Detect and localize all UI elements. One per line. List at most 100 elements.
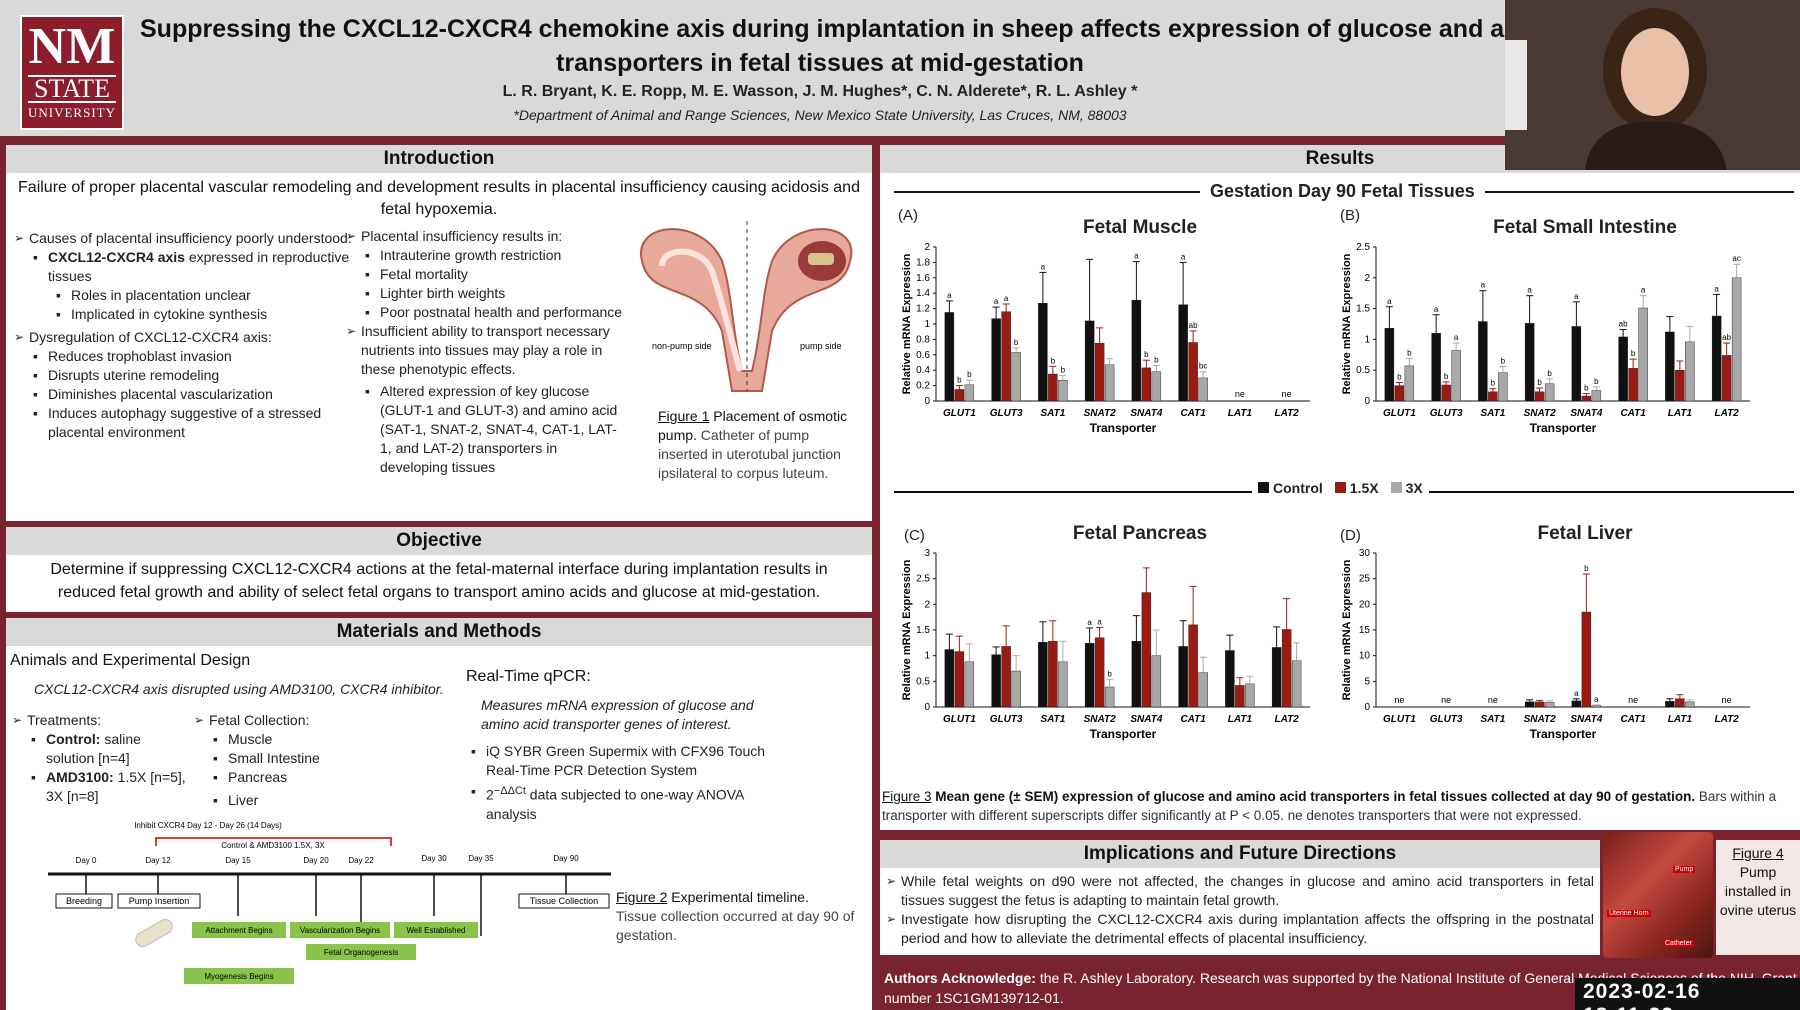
- bar-15x: [1281, 629, 1292, 708]
- category-label: SNAT4: [1130, 714, 1162, 725]
- control-bold: Control:: [46, 731, 101, 747]
- y-tick-label: 1.2: [916, 304, 930, 315]
- results-panel: Results Gestation Day 90 Fetal Tissues (…: [880, 145, 1800, 830]
- x-axis-label: Transporter: [1530, 421, 1597, 435]
- bar-3x: [1685, 701, 1695, 708]
- significance-label: ab: [1619, 320, 1628, 329]
- legend-3x: 3X: [1390, 480, 1423, 496]
- amd-rest: 1.5X [n=5], 3X [n=8]: [46, 769, 186, 804]
- collection-item: Pancreas: [213, 768, 354, 787]
- timeline-days: Day 0 Day 12 Day 15 Day 20 Day 22 Day 30…: [76, 854, 580, 865]
- bar-3x: [1291, 660, 1302, 708]
- significance-label: a: [1387, 297, 1392, 306]
- bar-3x: [1104, 364, 1115, 402]
- logo-nm: NM: [28, 18, 116, 75]
- y-tick-label: 0.4: [916, 365, 930, 376]
- y-tick-label: 0: [1364, 396, 1370, 407]
- control-rest: saline solution [n=4]: [46, 731, 141, 766]
- category-label: SNAT2: [1084, 408, 1116, 419]
- chart-title-liver: Fetal Liver: [1537, 523, 1633, 544]
- figure-4-caption: Figure 4 Pump installed in ovine uterus: [1716, 840, 1800, 955]
- uterus-illustration: non-pump side pump side: [640, 221, 853, 392]
- bar-control: [1178, 304, 1188, 402]
- y-tick-label: 1.5: [1356, 304, 1370, 315]
- animals-heading: Animals and Experimental Design: [10, 652, 251, 669]
- collection-item: Small Intestine: [213, 749, 354, 768]
- category-label: CAT1: [1180, 714, 1206, 725]
- objective-heading: Objective: [6, 527, 872, 555]
- bar-15x: [1141, 592, 1152, 708]
- panel-c-label: (C): [904, 527, 925, 544]
- bar-3x: [1404, 365, 1415, 402]
- bar-3x: [1198, 377, 1208, 402]
- significance-label: b: [1537, 378, 1542, 387]
- causes-bold: CXCL12-CXCR4 axis: [48, 249, 185, 265]
- significance-label: b: [1491, 379, 1496, 388]
- y-tick-label: 0: [1364, 702, 1370, 713]
- bar-15x: [1094, 637, 1105, 708]
- implications-list: While fetal weights on d90 were not affe…: [880, 868, 1600, 952]
- bar-15x: [1581, 395, 1592, 402]
- category-label: LAT2: [1274, 408, 1299, 419]
- bar-control: [1571, 326, 1582, 402]
- y-tick-label: 2: [924, 242, 930, 253]
- dysreg-heading: Dysregulation of CXCL12-CXCR4 axis:: [29, 329, 272, 345]
- significance-label: a: [1527, 286, 1532, 295]
- qpcr-item-2: data subjected to one-way ANOVA analysis: [486, 786, 744, 822]
- causes-heading: Causes of placental insufficiency poorly…: [29, 230, 352, 246]
- day-label: Day 12: [145, 856, 171, 865]
- methods-panel: Materials and Methods Animals and Experi…: [6, 618, 872, 1010]
- bar-3x: [1104, 686, 1115, 708]
- figure-3-text: Bars within a transporter with different…: [882, 789, 1777, 823]
- insufficient-text: Insufficient ability to transport necess…: [361, 323, 610, 377]
- bar-control: [991, 318, 1001, 402]
- significance-label: b: [1501, 357, 1506, 366]
- bar-15x: [1534, 391, 1545, 402]
- attachment-label: Attachment Begins: [205, 926, 272, 935]
- chart-title-muscle: Fetal Muscle: [1082, 217, 1198, 238]
- bar-3x: [1245, 683, 1255, 708]
- category-label: GLUT3: [990, 408, 1023, 419]
- dysreg-item: Reduces trophoblast invasion: [33, 347, 354, 366]
- osmotic-pump: [808, 253, 834, 265]
- bar-15x: [1048, 373, 1058, 402]
- title-line-1: Suppressing the CXCL12-CXCR4 chemokine a…: [140, 15, 1527, 43]
- category-label: SNAT4: [1570, 408, 1602, 419]
- y-tick-label: 15: [1359, 625, 1371, 636]
- poster-title: Suppressing the CXCL12-CXCR4 chemokine a…: [140, 12, 1527, 80]
- nonpump-label: non-pump side: [652, 341, 712, 351]
- treatments: Treatments: Control: saline solution [n=…: [12, 711, 187, 806]
- significance-label: b: [1051, 356, 1056, 365]
- introduction-heading: Introduction: [6, 145, 872, 173]
- significance-label: ab: [1189, 321, 1198, 330]
- collection-item: Liver: [213, 791, 354, 810]
- bar-3x: [1198, 672, 1208, 708]
- dysreg-item: Diminishes placental vascularization: [33, 385, 354, 404]
- bar-3x: [1544, 383, 1555, 402]
- significance-label: a: [1181, 252, 1186, 261]
- chart-title-pancreas: Fetal Pancreas: [1072, 523, 1208, 544]
- bar-3x: [1011, 670, 1021, 708]
- bar-15x: [1094, 343, 1105, 402]
- significance-label: a: [1481, 281, 1486, 290]
- bar-15x: [954, 389, 965, 402]
- day-label: Day 30: [421, 854, 447, 863]
- significance-label: b: [1631, 349, 1636, 358]
- figure-4-text: Pump installed in ovine uterus: [1719, 864, 1797, 918]
- significance-label: a: [1134, 252, 1139, 261]
- fetal-collection: Fetal Collection: Muscle Small Intestine…: [194, 711, 354, 810]
- bar-3x: [1451, 350, 1461, 402]
- not-expressed-label: ne: [1394, 695, 1404, 705]
- amd-bold: AMD3100:: [46, 769, 114, 785]
- y-tick-label: 10: [1359, 651, 1371, 662]
- bar-15x: [1534, 701, 1545, 708]
- significance-label: ac: [1732, 254, 1740, 263]
- legend-3x-label: 3X: [1405, 480, 1423, 496]
- bar-15x: [1581, 611, 1592, 708]
- bar-control: [1084, 320, 1095, 402]
- implications-panel: Implications and Future Directions While…: [880, 840, 1600, 955]
- y-tick-label: 0.5: [1356, 365, 1370, 376]
- bar-15x: [1001, 646, 1011, 708]
- chart-title-small-intestine: Fetal Small Intestine: [1493, 217, 1677, 238]
- qpcr-exponent: −ΔΔCt: [493, 785, 526, 797]
